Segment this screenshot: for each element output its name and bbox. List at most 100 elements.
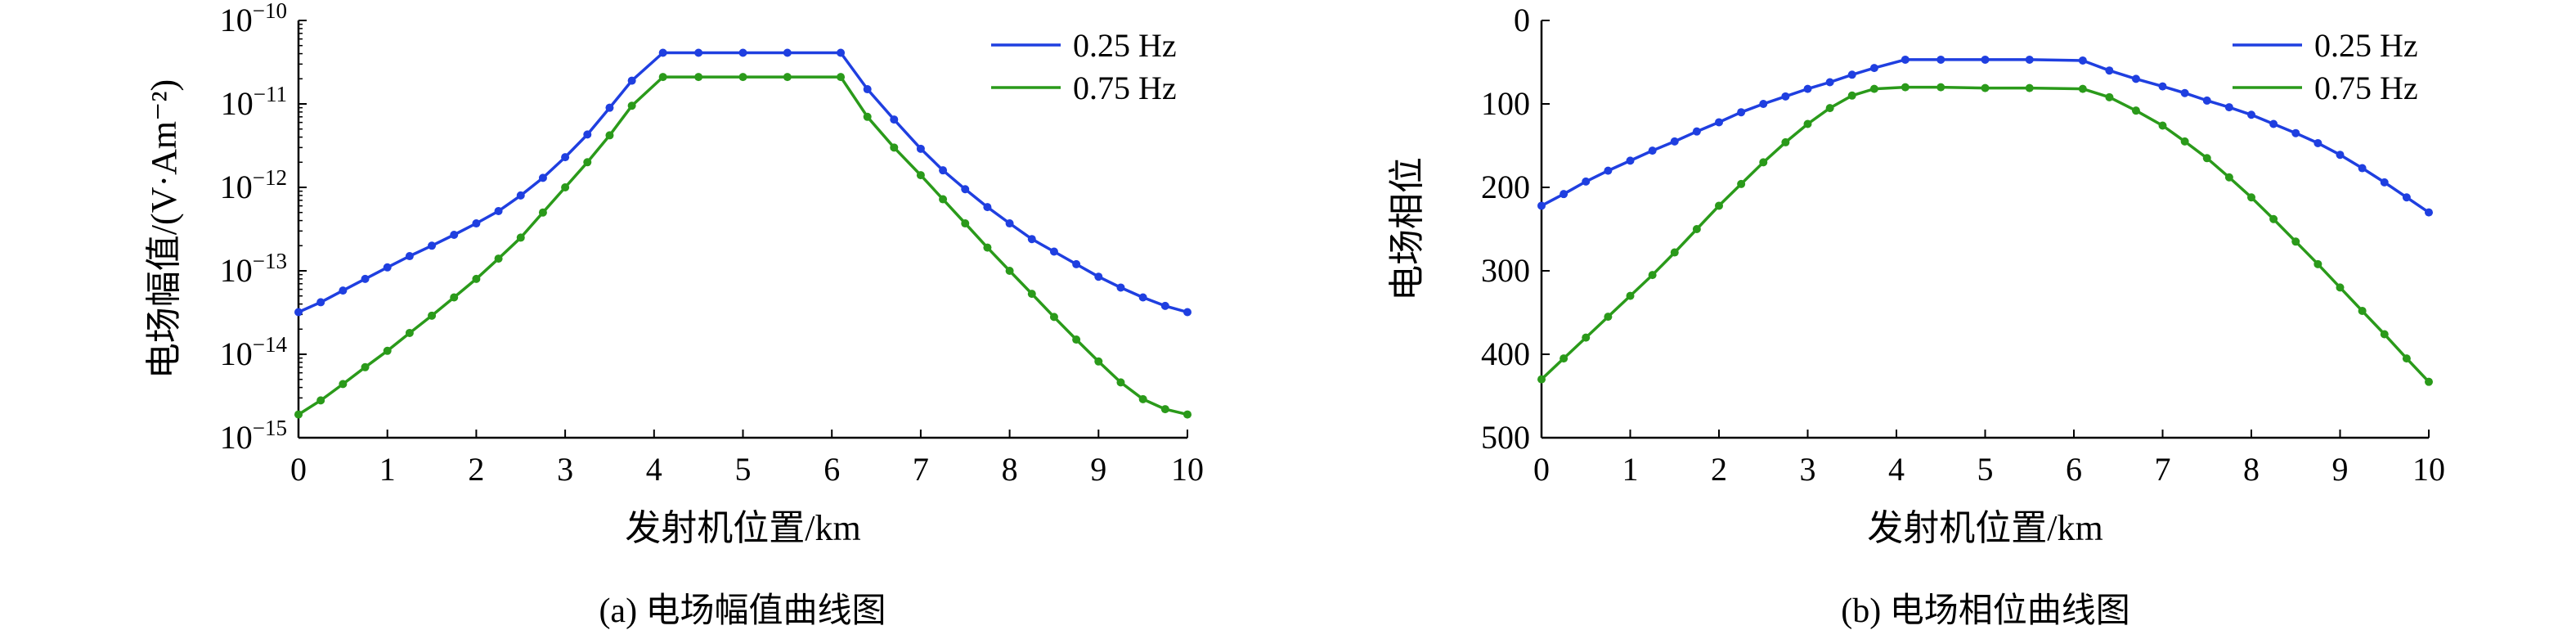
data-point xyxy=(1781,92,1790,101)
x-tick-label: 0 xyxy=(1533,451,1550,488)
x-tick-label: 9 xyxy=(1090,451,1106,488)
panel-caption: (a) 电场幅值曲线图 xyxy=(599,592,886,630)
data-point xyxy=(494,254,503,263)
data-point xyxy=(1981,83,1990,92)
legend-label: 0.75 Hz xyxy=(1073,70,1177,106)
x-tick-label: 7 xyxy=(913,451,929,488)
data-point xyxy=(339,380,348,389)
x-tick-label: 8 xyxy=(1002,451,1018,488)
data-point xyxy=(2180,88,2189,97)
data-point xyxy=(1560,190,1568,199)
x-tick-label: 1 xyxy=(379,451,396,488)
y-tick-label: 100 xyxy=(1481,85,1530,122)
data-point xyxy=(2425,208,2433,217)
data-point xyxy=(339,286,348,295)
y-axis-label: 电场相位 xyxy=(1387,157,1427,301)
data-point xyxy=(1648,146,1657,155)
x-tick-label: 3 xyxy=(557,451,573,488)
data-point xyxy=(2105,92,2114,101)
data-point xyxy=(1537,375,1546,384)
data-point xyxy=(561,153,570,162)
x-tick-label: 3 xyxy=(1800,451,1816,488)
data-point xyxy=(658,73,667,82)
data-point xyxy=(2313,138,2322,147)
data-point xyxy=(2224,103,2233,112)
data-point xyxy=(1072,335,1081,344)
data-point xyxy=(1759,100,1768,108)
y-tick-label: 500 xyxy=(1481,419,1530,456)
data-point xyxy=(294,410,303,419)
data-point xyxy=(890,115,899,124)
data-point xyxy=(1582,333,1591,342)
data-point xyxy=(2158,121,2167,130)
data-point xyxy=(516,233,525,242)
data-point xyxy=(472,274,481,283)
data-point xyxy=(2380,178,2389,187)
data-point xyxy=(863,112,872,121)
y-tick-label: 0 xyxy=(1514,2,1530,38)
data-point xyxy=(2336,283,2345,292)
data-point xyxy=(1160,405,1169,414)
data-point xyxy=(783,48,792,57)
data-point xyxy=(1626,291,1635,300)
data-point xyxy=(428,311,437,320)
x-tick-label: 4 xyxy=(646,451,662,488)
data-point xyxy=(1582,177,1591,186)
data-point xyxy=(890,143,899,152)
x-tick-label: 4 xyxy=(1888,451,1905,488)
data-point xyxy=(1072,259,1081,268)
data-point xyxy=(2131,106,2140,115)
data-point xyxy=(916,144,925,153)
data-point xyxy=(538,208,547,217)
data-point xyxy=(837,48,846,57)
data-point xyxy=(561,183,570,191)
x-tick-label: 7 xyxy=(2155,451,2171,488)
data-point xyxy=(428,241,437,250)
data-point xyxy=(1803,119,1812,128)
data-point xyxy=(1936,83,1945,92)
data-point xyxy=(361,274,370,283)
data-point xyxy=(1715,201,1723,210)
data-point xyxy=(1759,158,1768,167)
panel-caption: (b) 电场相位曲线图 xyxy=(1841,592,2129,630)
y-tick-label: 200 xyxy=(1481,169,1530,205)
data-point xyxy=(2131,74,2140,83)
y-tick-label: 10−12 xyxy=(220,165,287,205)
x-tick-label: 5 xyxy=(1977,451,1994,488)
data-point xyxy=(1692,127,1701,136)
data-point xyxy=(658,48,667,57)
data-point xyxy=(939,195,948,204)
data-point xyxy=(1803,84,1812,93)
data-point xyxy=(2247,193,2255,202)
data-point xyxy=(2105,66,2114,75)
data-point xyxy=(2078,84,2087,93)
data-point xyxy=(2078,56,2087,65)
data-point xyxy=(1027,290,1036,299)
legend-label: 0.75 Hz xyxy=(2314,70,2418,106)
data-point xyxy=(605,131,614,140)
data-point xyxy=(1648,271,1657,280)
data-point xyxy=(2358,306,2367,315)
data-point xyxy=(1936,55,1945,64)
data-point xyxy=(1781,137,1790,146)
data-point xyxy=(2313,259,2322,268)
data-point xyxy=(2158,82,2167,91)
data-point xyxy=(1049,313,1058,322)
data-point xyxy=(939,166,948,175)
data-point xyxy=(738,48,747,57)
data-point xyxy=(1537,201,1546,210)
y-tick-label: 300 xyxy=(1481,252,1530,289)
data-point xyxy=(316,396,325,405)
data-point xyxy=(2358,164,2367,173)
data-point xyxy=(583,158,592,167)
amplitude-panel: 0 1 2 3 4 5 6 7 8 9 10 10−15 10−14 10−13 10−12 10−11 10−… xyxy=(144,0,1204,630)
data-point xyxy=(1847,70,1856,79)
series-line xyxy=(298,75,1188,416)
data-point xyxy=(2025,83,2034,92)
y-axis-label: 电场幅值/(V·Am⁻²) xyxy=(144,79,184,379)
x-tick-label: 6 xyxy=(824,451,840,488)
phase-panel: 0 1 2 3 4 5 6 7 8 9 100100200300400500发射机位置/km电场相位… xyxy=(1387,2,2445,630)
x-tick-label: 6 xyxy=(2066,451,2082,488)
data-point xyxy=(405,252,414,261)
data-point xyxy=(405,328,414,337)
